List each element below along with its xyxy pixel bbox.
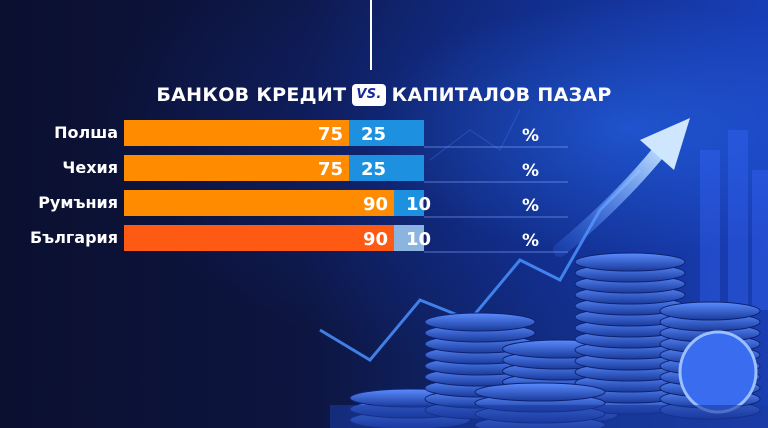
category-label-3: България (29, 228, 118, 247)
bar-capital-2 (394, 190, 424, 216)
unit-label-0: % (522, 126, 540, 146)
bar-capital-1 (349, 155, 424, 181)
category-label-2: Румъния (38, 193, 118, 212)
data-label-capital-0: 25 (361, 124, 386, 145)
data-label-bank-0: 75 (318, 124, 343, 145)
chart-title: БАНКОВ КРЕДИТ VS. КАПИТАЛОВ ПАЗАР (0, 78, 768, 112)
unit-label-3: % (522, 231, 540, 251)
data-label-bank-2: 90 (363, 194, 388, 215)
bar-bank-0 (124, 120, 349, 146)
category-label-1: Чехия (62, 158, 118, 177)
data-label-bank-1: 75 (318, 159, 343, 180)
bar-bank-3 (124, 225, 394, 251)
data-label-capital-1: 25 (361, 159, 386, 180)
data-label-capital-2: 10 (406, 194, 431, 215)
title-right: КАПИТАЛОВ ПАЗАР (391, 84, 612, 106)
vs-badge: VS. (352, 84, 386, 106)
bar-bank-1 (124, 155, 349, 181)
unit-label-1: % (522, 161, 540, 181)
category-label-0: Полша (54, 123, 118, 142)
data-label-capital-3: 10 (406, 229, 431, 250)
data-label-bank-3: 90 (363, 229, 388, 250)
bar-capital-0 (349, 120, 424, 146)
unit-label-2: % (522, 196, 540, 216)
top-divider-line (370, 0, 372, 70)
title-left: БАНКОВ КРЕДИТ (156, 84, 347, 106)
bar-capital-3 (394, 225, 424, 251)
bar-bank-2 (124, 190, 394, 216)
